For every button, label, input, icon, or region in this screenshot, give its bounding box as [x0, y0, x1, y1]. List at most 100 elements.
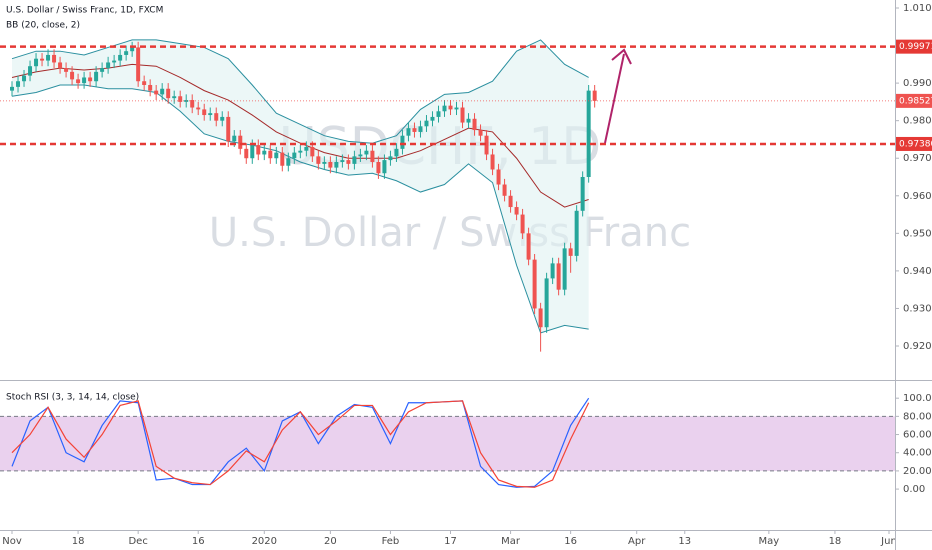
x-tick-label: Mar [501, 536, 521, 547]
candle-body [574, 210, 579, 256]
candle-body [40, 58, 45, 61]
y-tick-label: 0.99000 [903, 78, 932, 89]
x-tick-label: Jun [880, 536, 897, 547]
candle-body [118, 54, 123, 61]
x-tick-label: 16 [192, 536, 205, 547]
candle-body [454, 107, 459, 110]
x-tick-label: 16 [564, 536, 577, 547]
candle-body [88, 77, 93, 82]
candle-body [370, 150, 375, 162]
candle-body [442, 105, 447, 112]
candle-body [472, 118, 477, 131]
candle-body [568, 248, 573, 256]
candle-body [298, 150, 303, 153]
candle-body [496, 169, 501, 185]
candle-body [400, 135, 405, 149]
x-tick-label: 20 [324, 536, 337, 547]
y-tick-label: 0.96000 [903, 191, 932, 202]
candle-body [166, 88, 171, 99]
candle-body [538, 308, 543, 328]
x-tick-label: Apr [628, 536, 646, 547]
candle-body [334, 161, 339, 168]
candle-body [562, 248, 567, 290]
candle-body [214, 113, 219, 121]
candle-body [160, 88, 165, 95]
x-tick-label: 17 [444, 536, 457, 547]
candle-body [226, 116, 231, 142]
candle-body [328, 161, 333, 168]
band [0, 416, 895, 471]
indicator-label: Stoch RSI (3, 3, 14, 14, close) [6, 393, 139, 403]
candle-body [286, 158, 291, 166]
candle-body [406, 128, 411, 136]
candle-body [70, 71, 75, 80]
candle-body [274, 152, 279, 159]
candle-body [460, 107, 465, 123]
candle-body [418, 126, 423, 132]
candle-body [466, 118, 471, 123]
candle-body [34, 58, 39, 67]
candle-body [106, 62, 111, 69]
candle-body [424, 120, 429, 127]
candle-body [502, 184, 507, 196]
y-tick-label: 60.00 [903, 430, 932, 441]
candle-body [238, 135, 243, 149]
candle-body [52, 54, 57, 63]
candle-body [208, 113, 213, 116]
x-tick-label: 18 [829, 536, 842, 547]
x-tick-label: 2020 [252, 536, 277, 547]
y-tick-label: 0.92000 [903, 341, 932, 352]
candle-body [100, 68, 105, 72]
bb-upper [11, 39, 589, 144]
chart-title: U.S. Dollar / Swiss Franc, 1D, FXCM [6, 6, 163, 16]
candle-body [376, 161, 381, 174]
candle-body [142, 81, 147, 85]
candle-body [268, 150, 273, 159]
stoch-line [11, 400, 590, 488]
y-tick-label: 0.95000 [903, 228, 932, 239]
candle-body [82, 77, 87, 84]
candle-body [76, 79, 81, 84]
candle-body [532, 259, 537, 309]
candle-body [544, 278, 549, 328]
candle-body [508, 195, 513, 208]
candle-body [580, 177, 585, 211]
candle-body [490, 154, 495, 170]
y-tick-label: 1.01000 [903, 3, 932, 14]
candle-body [412, 128, 417, 132]
price-label-box [896, 136, 932, 151]
candle-body [172, 96, 177, 99]
price-label: 0.99971 [899, 42, 932, 52]
candle-body [556, 263, 561, 290]
candle-body [130, 47, 135, 52]
y-tick-label: 0.98000 [903, 116, 932, 127]
candle-body [280, 152, 285, 166]
watermark: U.S. Dollar / Swiss Franc [209, 210, 691, 256]
candle-body [340, 160, 345, 162]
candle-body [436, 111, 441, 117]
candle-body [394, 148, 399, 157]
candle-body [22, 75, 27, 82]
candle-body [514, 207, 519, 215]
y-tick-label: 100.00 [903, 393, 932, 404]
candle-body [178, 96, 183, 102]
candle-body [358, 154, 363, 157]
candle-body [292, 152, 297, 159]
price-label: 0.98527 [899, 96, 932, 106]
candle-body [250, 145, 255, 159]
candle-body [64, 68, 69, 72]
candle-body [190, 100, 195, 108]
candle-body [112, 60, 117, 63]
candle-body [46, 54, 51, 61]
x-tick-label: 18 [72, 536, 85, 547]
candle-body [304, 146, 309, 151]
candle-body [58, 62, 63, 69]
candle-body [382, 160, 387, 174]
candle-body [244, 148, 249, 159]
x-tick-label: Feb [382, 536, 400, 547]
plot: 0.92000 0.93000 0.94000 0.95000 0.96000 0.970… [0, 3, 932, 547]
y-tick-label: 80.00 [903, 411, 932, 422]
candle-body [28, 66, 33, 76]
candle-body [148, 84, 153, 91]
